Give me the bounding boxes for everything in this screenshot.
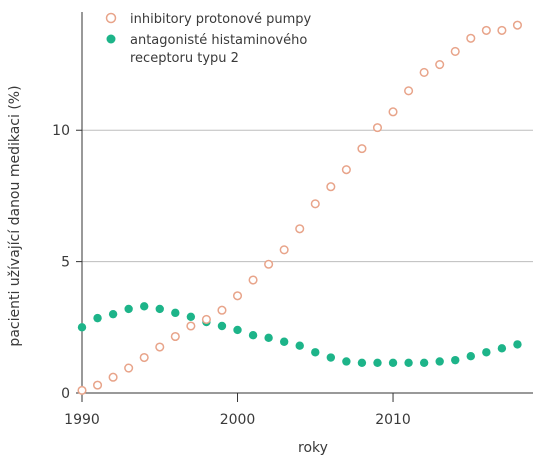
h2ra-point [186,312,196,321]
ppi-point [170,331,180,342]
ppi-point [217,305,227,315]
x-axis-title: roky [298,440,328,456]
ppi-point [497,25,507,35]
h2ra-point [373,358,382,367]
ppi-point [481,25,491,35]
ppi-point [279,245,289,255]
ppi-point [326,182,336,192]
h2ra-point [264,333,273,343]
ppi-point [404,86,414,96]
y-tick-label: 10 [52,123,70,139]
ppi-point [77,385,87,395]
h2ra-point [77,323,87,332]
h2ra-point [155,304,164,314]
ppi-point [201,314,211,324]
h2ra-point [140,302,149,311]
h2ra-point [124,304,133,314]
axis-layer: 0 5 10 1990 2000 2010 [52,12,533,428]
h2ra-point [233,325,242,335]
legend-ppi-marker [105,12,117,24]
x-tick-label: 2000 [220,412,256,428]
y-tick-label: 5 [61,255,70,271]
h2ra-point [171,308,180,318]
legend-h2ra-label: antagonisté histaminového receptoru typu … [130,33,307,66]
ppi-point [93,380,103,390]
h2ra-point [295,341,304,350]
ppi-point [341,165,351,175]
h2ra-point [451,355,460,365]
ppi-point [124,363,134,373]
h2ra-point [248,330,258,340]
h2ra-point [93,313,102,323]
y-tick-label: 0 [61,386,70,402]
ppi-point [155,342,165,352]
y-axis-title: pacienti užívající danou medikaci (%) [7,85,23,346]
h2ra-point [482,348,491,357]
h2ra-point [513,340,522,349]
h2ra-point [404,358,413,367]
ppi-point [372,123,383,133]
h2ra-point [311,348,320,357]
ppi-point [466,33,476,43]
h2ra-point [388,358,398,367]
x-tick-label: 1990 [64,412,100,428]
ppi-point [512,20,522,30]
h2ra-point [435,357,444,366]
ppi-point [435,60,445,70]
ppi-point [232,291,243,301]
h2ra-point [497,344,507,353]
ppi-point [186,321,196,331]
ppi-point [108,372,118,382]
ppi-point [264,259,274,269]
h2ra-point [419,358,429,367]
ppi-point [357,144,367,154]
ppi-point [450,46,460,56]
h2ra-point [326,353,336,362]
ppi-point [388,107,398,117]
h2ra-point [217,321,227,331]
h2ra-point [357,358,367,367]
legend-h2ra-marker [106,34,116,44]
h2ra-point [342,357,351,366]
ppi-point [248,275,258,285]
h2ra-point [108,309,118,319]
ppi-point [139,352,149,363]
h2ra-point [466,352,475,361]
grid-layer [82,129,533,263]
ppi-point [310,199,320,209]
legend-ppi-label: inhibitory protonové pumpy [130,12,312,27]
ppi-point [419,67,429,77]
x-tick-label: 2010 [375,412,411,428]
legend: inhibitory protonové pumpy antagonisté hi… [105,12,312,66]
h2ra-point [279,337,289,346]
series-layer [77,20,522,395]
ppi-point [295,224,305,234]
